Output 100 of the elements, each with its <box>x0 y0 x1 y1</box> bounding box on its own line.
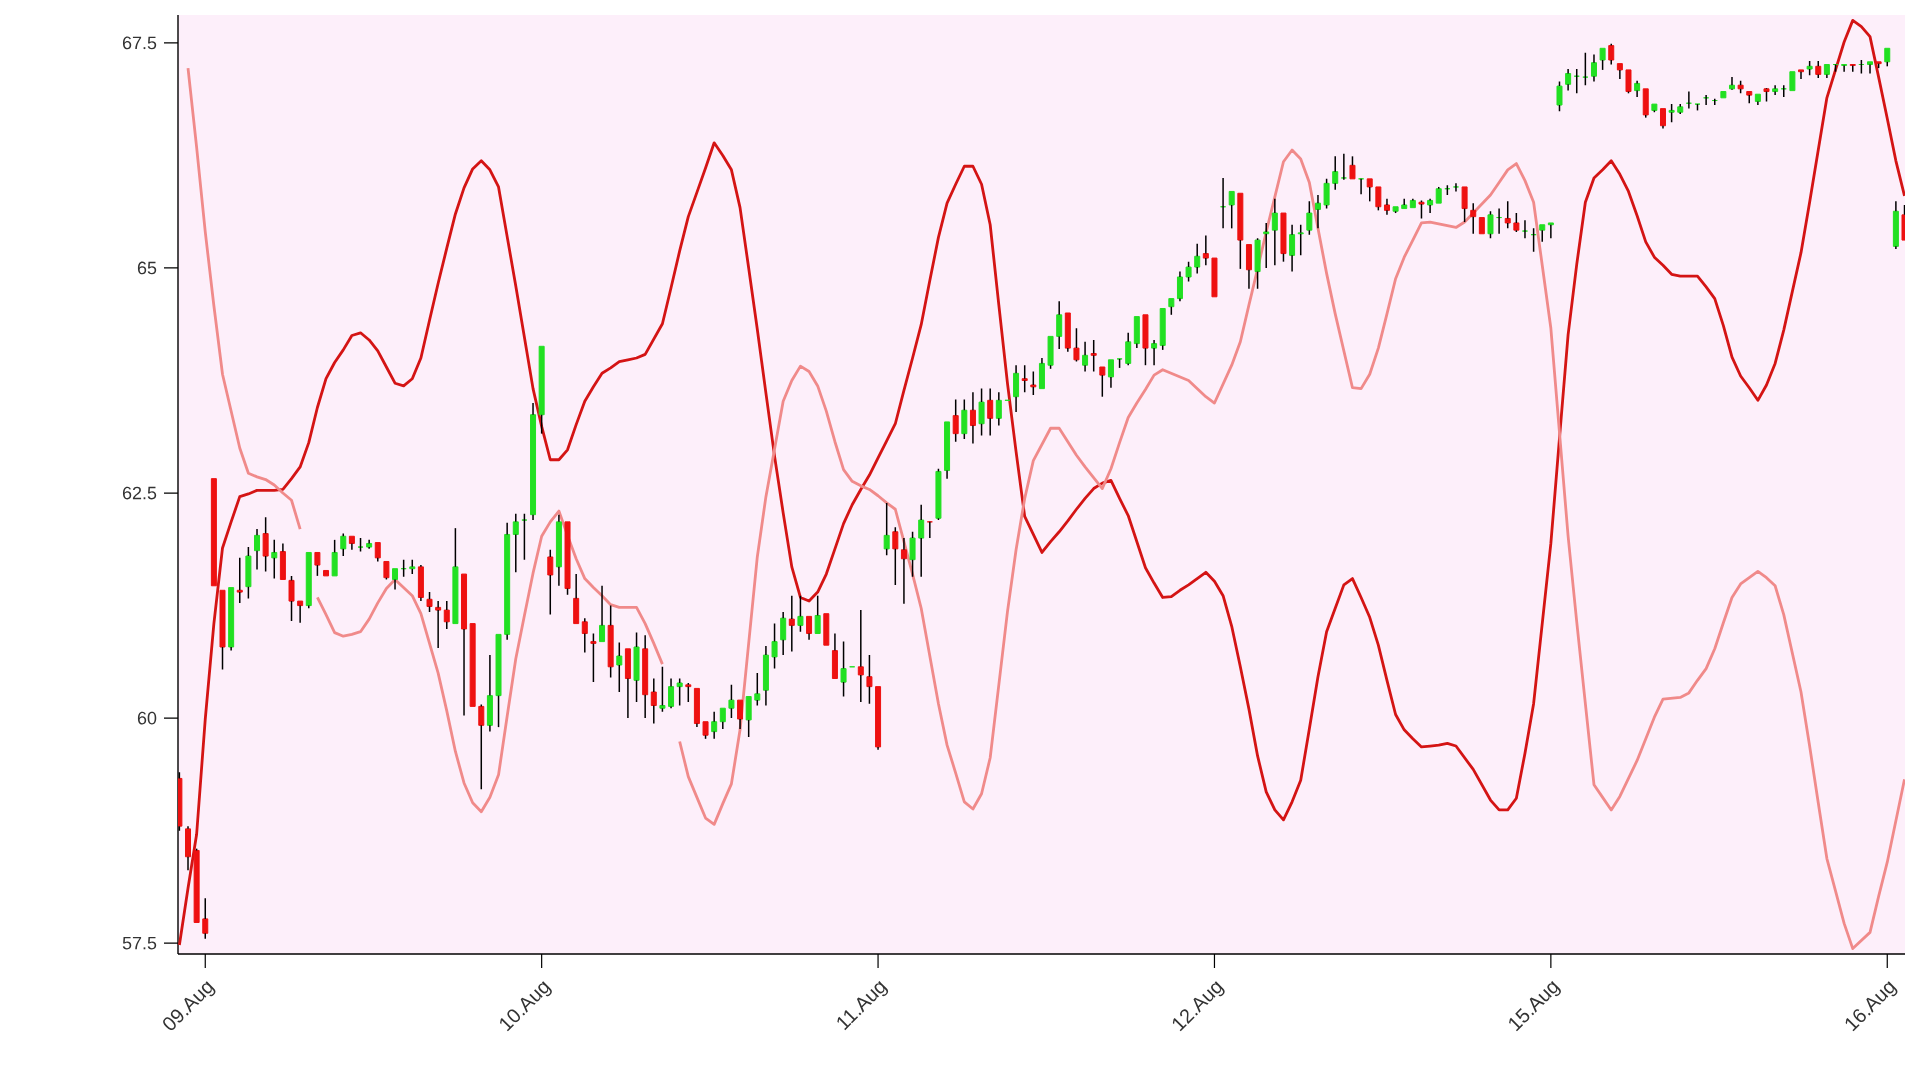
candlestick <box>668 677 675 709</box>
candlestick <box>1297 224 1304 257</box>
candlestick <box>754 672 761 707</box>
candlestick <box>909 531 916 578</box>
candlestick <box>1504 200 1511 230</box>
candlestick <box>797 594 804 633</box>
candlestick <box>642 634 649 719</box>
candlestick <box>1271 197 1278 267</box>
candlestick <box>918 504 925 578</box>
candlestick <box>297 600 304 624</box>
candlestick <box>693 687 700 728</box>
candlestick <box>461 573 468 717</box>
candlestick <box>366 539 373 550</box>
candlestick <box>1314 194 1321 230</box>
candlestick <box>1823 64 1830 79</box>
candlestick <box>969 391 976 445</box>
candlestick <box>780 611 787 656</box>
candlestick <box>254 528 261 571</box>
candlestick <box>1237 192 1244 270</box>
y-tick-label: 57.5 <box>122 936 157 950</box>
candlestick <box>728 684 735 719</box>
candlestick <box>944 421 951 480</box>
candlestick <box>469 623 476 707</box>
candlestick <box>616 641 623 693</box>
candlestick <box>1470 202 1477 235</box>
candlestick <box>1211 257 1218 298</box>
candlestick <box>1064 312 1071 353</box>
candlestick <box>659 666 666 713</box>
candlestick <box>737 699 744 730</box>
candlestick <box>952 398 959 443</box>
candlestick <box>374 542 381 563</box>
candlestick <box>771 622 778 670</box>
candlestick <box>538 345 545 435</box>
candlestick <box>633 631 640 703</box>
candlestick <box>1677 103 1684 115</box>
candlestick <box>1608 43 1615 66</box>
candlestick <box>806 615 813 641</box>
candlestick <box>1892 200 1899 250</box>
candlestick <box>1151 339 1158 366</box>
candlestick <box>1176 270 1183 303</box>
candlestick <box>581 617 588 654</box>
candlestick <box>900 537 907 605</box>
candlestick <box>831 632 838 680</box>
candlestick <box>1107 359 1114 389</box>
candlestick <box>711 711 718 740</box>
candlestick <box>1590 53 1597 83</box>
candlestick <box>1133 316 1140 349</box>
candlestick <box>1478 217 1485 235</box>
candlestick <box>857 609 864 703</box>
candlestick <box>452 527 459 625</box>
candlestick <box>1013 364 1020 413</box>
candlestick <box>1383 197 1390 216</box>
candlestick <box>279 542 286 580</box>
candlestick <box>435 600 442 649</box>
candlestick <box>288 575 295 622</box>
candlestick <box>1789 71 1796 92</box>
candlestick <box>1090 339 1097 373</box>
candlestick <box>210 478 217 587</box>
candlestick <box>823 613 830 646</box>
candlestick <box>875 686 882 751</box>
candlestick <box>762 645 769 707</box>
candlestick <box>348 535 355 551</box>
candlestick <box>892 526 899 586</box>
candlestick <box>1849 64 1856 73</box>
candlestick <box>236 557 243 604</box>
candlestick <box>1427 197 1434 214</box>
candlestick <box>599 585 606 643</box>
candlestick <box>1547 222 1554 240</box>
candlestick <box>555 513 562 587</box>
candlestick <box>530 402 537 521</box>
candlestick <box>1073 327 1080 363</box>
candlestick <box>883 502 890 556</box>
candlestick <box>323 569 330 577</box>
y-tick-label: 60 <box>137 711 157 725</box>
candlestick <box>1202 234 1209 267</box>
candlestick <box>185 825 192 872</box>
candlestick <box>995 391 1002 427</box>
candlestick <box>512 513 519 574</box>
candlestick <box>305 551 312 610</box>
candlestick <box>624 648 631 719</box>
candlestick <box>1754 93 1761 106</box>
y-tick-label: 65 <box>137 261 157 275</box>
candlestick <box>788 594 795 653</box>
candlestick <box>1401 197 1408 210</box>
candlestick <box>590 632 597 683</box>
candlestick <box>1616 63 1623 80</box>
candlestick <box>719 707 726 730</box>
candlestick <box>443 600 450 630</box>
candlestick <box>495 633 502 728</box>
candlestick <box>1082 341 1089 373</box>
candlestick <box>202 897 209 940</box>
candlestick <box>1867 61 1874 75</box>
candlestick <box>271 539 278 580</box>
candlestick <box>978 387 985 437</box>
candlestick <box>987 387 994 437</box>
candlestick <box>1772 84 1779 96</box>
candlestick <box>262 516 269 573</box>
candlestick <box>504 522 511 641</box>
candlestick <box>1841 64 1848 73</box>
candlestick <box>547 549 554 616</box>
